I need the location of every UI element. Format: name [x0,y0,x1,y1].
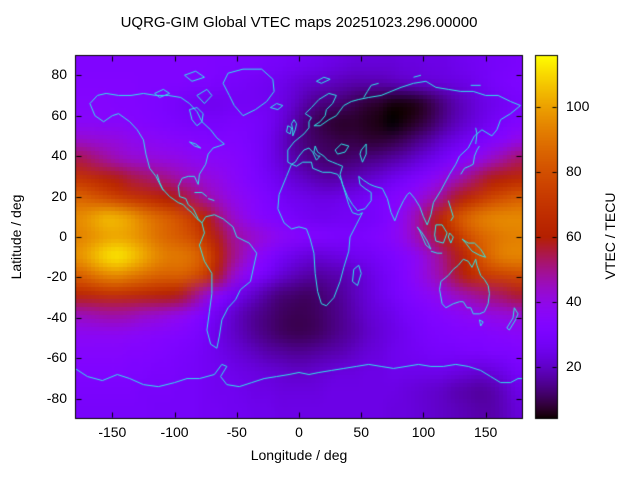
cbtick-label: 100 [566,98,590,114]
ytick-label: 80 [51,66,67,83]
ytick-label: -60 [46,349,67,366]
xtick-label: -100 [160,424,189,440]
xtick-label: 100 [411,424,436,440]
xtick-label: -50 [226,424,247,440]
xtick-label: -150 [98,424,127,440]
ytick-label: 40 [51,147,67,164]
colorbar-label-text: VTEC / TECU [602,192,618,280]
ytick-label: 20 [51,187,67,204]
ytick-label: -80 [46,389,67,406]
chart-title: UQRG-GIM Global VTEC maps 20251023.296.0… [120,14,478,31]
xtick-label: 150 [473,424,498,440]
ytick-label: -40 [46,308,67,325]
ytick-label: -20 [46,268,67,285]
cbtick-label: 60 [566,228,582,244]
ytick-label: 0 [59,228,67,244]
x-axis-label: Longitude / deg [250,447,348,463]
cbtick-label: 20 [566,358,582,374]
cbtick-label: 80 [566,163,582,179]
ytick-label: 60 [51,106,67,123]
xtick-label: 0 [295,424,303,440]
xtick-label: 50 [353,424,370,440]
cbtick-label: 40 [566,293,582,309]
